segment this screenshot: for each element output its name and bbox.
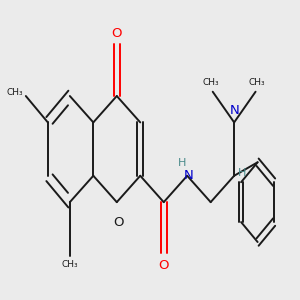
Text: N: N [184, 169, 194, 182]
Text: CH₃: CH₃ [203, 78, 220, 87]
Text: CH₃: CH₃ [249, 78, 265, 87]
Text: CH₃: CH₃ [61, 260, 78, 269]
Text: O: O [112, 27, 122, 40]
Text: O: O [158, 259, 169, 272]
Text: H: H [178, 158, 186, 168]
Text: N: N [229, 104, 239, 118]
Text: CH₃: CH₃ [7, 88, 23, 97]
Text: H: H [238, 168, 247, 178]
Text: O: O [113, 216, 124, 229]
